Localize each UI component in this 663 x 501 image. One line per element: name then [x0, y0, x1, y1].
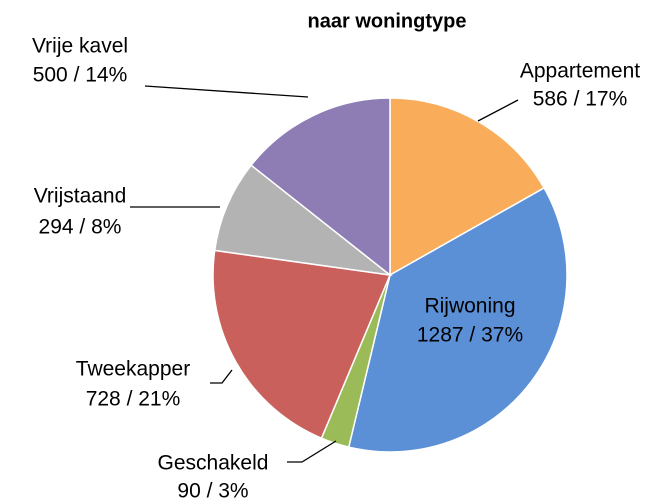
pie-slice — [213, 164, 393, 277]
leader-line — [287, 440, 337, 463]
leader-line — [477, 99, 519, 122]
value-label: 1287 / 37% — [417, 324, 523, 347]
slice-label: Vrijstaand — [34, 185, 127, 208]
slice-label: Rijwoning — [424, 295, 515, 318]
slice-label: Appartement — [520, 60, 640, 83]
slice-label: Geschakeld — [158, 452, 269, 475]
leader-line — [210, 369, 233, 384]
value-label: 294 / 8% — [39, 216, 122, 239]
slice-label: Vrije kavel — [32, 35, 128, 58]
value-label: 90 / 3% — [177, 480, 248, 501]
value-label: 586 / 17% — [533, 88, 628, 111]
value-label: 500 / 14% — [33, 64, 128, 87]
pie-slice — [389, 97, 546, 277]
slice-label: Tweekapper — [76, 358, 190, 381]
chart-title: naar woningtype — [308, 10, 467, 32]
pie-slice — [347, 186, 568, 453]
value-label: 728 / 21% — [86, 388, 181, 411]
pie-slice — [250, 97, 391, 277]
leader-line — [144, 85, 309, 98]
pie-slice — [212, 249, 392, 440]
